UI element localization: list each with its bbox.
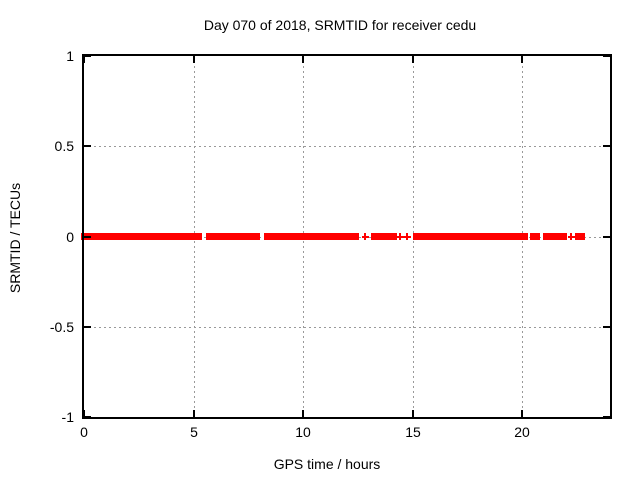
data-segment xyxy=(574,233,585,240)
y-tick-right xyxy=(603,236,610,238)
data-segment xyxy=(206,233,260,240)
plot-border xyxy=(82,54,612,419)
data-segment xyxy=(413,233,528,240)
y-tick-label: -0.5 xyxy=(49,319,74,335)
y-tick-right xyxy=(603,326,610,328)
data-point-marker xyxy=(403,233,411,240)
x-tick-top xyxy=(193,56,195,63)
data-segment xyxy=(81,233,202,240)
x-tick-label: 5 xyxy=(190,424,198,440)
y-tick-label: -1 xyxy=(61,409,74,425)
x-tick-label: 20 xyxy=(514,424,530,440)
x-axis-label: GPS time / hours xyxy=(273,456,381,472)
x-tick-top xyxy=(521,56,523,63)
y-tick-left xyxy=(84,55,91,57)
x-tick-label: 0 xyxy=(80,424,88,440)
data-segment xyxy=(542,233,567,240)
x-tick-label: 15 xyxy=(405,424,421,440)
x-tick-label: 10 xyxy=(295,424,311,440)
x-tick-bottom xyxy=(302,410,304,417)
x-tick-top xyxy=(412,56,414,63)
y-tick-left xyxy=(84,416,91,418)
x-tick-bottom xyxy=(83,410,85,417)
data-segment xyxy=(370,233,397,240)
data-point-marker xyxy=(396,233,404,240)
x-tick-top xyxy=(302,56,304,63)
x-tick-bottom xyxy=(193,410,195,417)
y-tick-right xyxy=(603,55,610,57)
y-gridline xyxy=(84,327,610,328)
x-tick-bottom xyxy=(521,410,523,417)
y-tick-right xyxy=(603,145,610,147)
y-tick-label: 1 xyxy=(66,48,74,64)
y-tick-label: 0 xyxy=(66,229,74,245)
x-tick-bottom xyxy=(412,410,414,417)
y-tick-left xyxy=(84,236,91,238)
data-point-marker xyxy=(567,233,575,240)
data-segment xyxy=(264,233,360,240)
y-tick-left xyxy=(84,145,91,147)
data-point-marker xyxy=(361,233,369,240)
x-tick-top xyxy=(83,56,85,63)
y-tick-label: 0.5 xyxy=(54,138,74,154)
y-tick-right xyxy=(603,416,610,418)
y-tick-left xyxy=(84,326,91,328)
chart-title: Day 070 of 2018, SRMTID for receiver ced… xyxy=(203,17,477,33)
y-gridline xyxy=(84,146,610,147)
data-segment xyxy=(530,233,540,240)
